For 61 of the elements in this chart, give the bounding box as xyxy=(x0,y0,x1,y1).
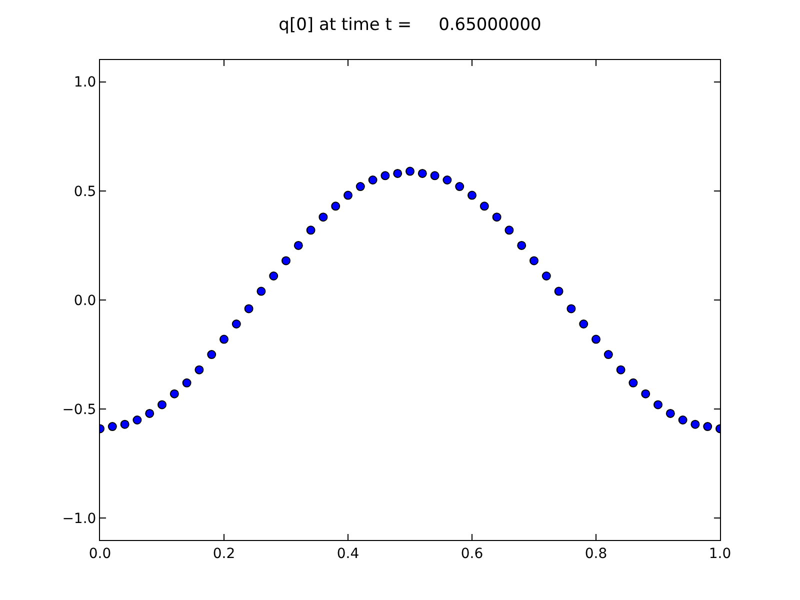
point xyxy=(468,190,476,200)
point xyxy=(244,304,254,314)
point xyxy=(331,202,340,211)
point xyxy=(207,350,216,360)
point xyxy=(690,420,700,429)
point xyxy=(269,272,278,280)
point xyxy=(256,286,266,296)
point xyxy=(182,378,192,388)
point xyxy=(232,320,241,328)
point xyxy=(542,272,551,280)
x-tick-label: 0.6 xyxy=(460,546,484,562)
point xyxy=(592,334,600,344)
point xyxy=(666,408,675,418)
point xyxy=(282,256,290,266)
point xyxy=(418,168,427,178)
y-tick-label: 0.5 xyxy=(74,184,96,200)
point xyxy=(678,416,688,424)
point xyxy=(628,378,638,388)
point xyxy=(641,389,650,398)
x-tick-label: 0.4 xyxy=(336,546,360,562)
point xyxy=(368,176,378,184)
point xyxy=(220,334,228,344)
point xyxy=(132,416,142,424)
point xyxy=(344,190,352,200)
point xyxy=(566,304,576,314)
y-tick-label: 1.0 xyxy=(74,74,96,91)
point xyxy=(579,320,588,328)
point xyxy=(406,166,414,176)
point xyxy=(616,365,626,374)
point xyxy=(504,226,514,235)
point xyxy=(306,226,316,235)
point xyxy=(170,389,179,398)
point xyxy=(120,420,130,429)
point xyxy=(517,240,526,250)
y-tick-label: −0.5 xyxy=(62,402,96,418)
point xyxy=(654,400,662,410)
y-tick-label: −1.0 xyxy=(62,511,96,528)
point xyxy=(604,350,613,360)
x-tick-label: 0.8 xyxy=(584,546,608,562)
x-tick-label: 1.0 xyxy=(708,546,732,562)
point xyxy=(492,212,502,222)
point xyxy=(108,422,117,432)
point xyxy=(356,182,365,192)
x-tick-label: 0.0 xyxy=(88,546,112,562)
point xyxy=(380,171,390,180)
point xyxy=(145,408,154,418)
y-tick-label: 0.0 xyxy=(74,292,96,309)
point xyxy=(455,182,464,192)
point xyxy=(318,212,328,222)
point xyxy=(194,365,204,374)
point xyxy=(294,240,303,250)
point xyxy=(393,168,402,178)
x-tick-label: 0.2 xyxy=(212,546,236,562)
point xyxy=(480,202,489,211)
point xyxy=(158,400,166,410)
point xyxy=(430,171,440,180)
point xyxy=(442,176,452,184)
point xyxy=(703,422,712,432)
chart-title: q[0] at time t = 0.65000000 xyxy=(278,14,542,35)
point xyxy=(530,256,538,266)
point xyxy=(554,286,564,296)
